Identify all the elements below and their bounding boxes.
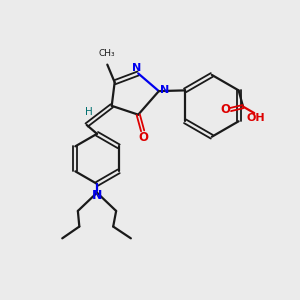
Text: OH: OH [246,113,265,123]
Text: H: H [85,107,93,118]
Text: N: N [132,63,141,73]
Text: N: N [160,85,169,94]
Text: CH₃: CH₃ [99,49,116,58]
Text: N: N [92,188,102,202]
Text: O: O [138,131,148,144]
Text: O: O [220,103,230,116]
